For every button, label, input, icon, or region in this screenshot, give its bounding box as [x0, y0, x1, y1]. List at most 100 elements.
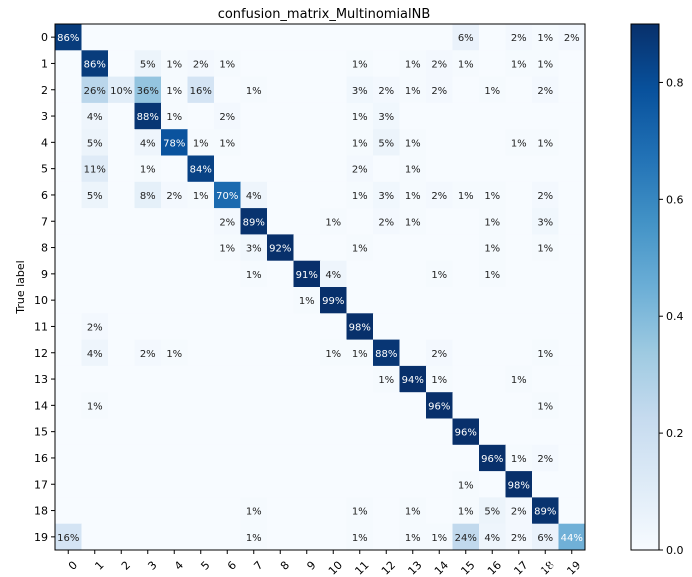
heatmap-cell [108, 208, 135, 235]
cell-value-label: 94% [402, 375, 424, 386]
x-axis-ticks: 0 1 2 3 4 5 6 7 8 9 10 11 12 13 14 15 16 17 18 19 [66, 550, 584, 577]
heatmap-cell [214, 181, 241, 209]
heatmap-cell [134, 76, 162, 104]
heatmap-cell [267, 287, 294, 314]
heatmap-cell [293, 260, 321, 288]
heatmap-cell [399, 76, 427, 104]
heatmap-cell [108, 155, 135, 183]
heatmap-cell [214, 208, 241, 235]
cell-value-label: 1% [219, 244, 235, 255]
heatmap-cell [558, 208, 586, 235]
heatmap-cell [426, 102, 453, 130]
heatmap-cell [426, 155, 453, 183]
cell-value-label: 3% [378, 191, 394, 202]
heatmap-cell [108, 234, 135, 262]
cell-value-label: 88% [375, 349, 397, 360]
heatmap-cell [267, 497, 294, 525]
heatmap-cell [532, 155, 559, 183]
chart-title: confusion_matrix_MultinomialNB [218, 7, 431, 22]
heatmap-cell [134, 287, 162, 314]
colorbar-tick-label: 0.6 [666, 193, 684, 206]
heatmap-cell [293, 234, 321, 262]
heatmap-cell [558, 260, 586, 288]
heatmap-cell [240, 24, 268, 51]
heatmap-cell [134, 418, 162, 446]
cell-value-label: 1% [431, 375, 447, 386]
heatmap-cell [373, 50, 400, 78]
heatmap-cell [399, 497, 427, 525]
heatmap-cell [81, 365, 109, 393]
heatmap-cell [399, 339, 427, 367]
heatmap-cell [320, 260, 347, 288]
cell-value-label: 2% [564, 33, 580, 44]
heatmap-cell [55, 313, 82, 341]
y-tick-label: 12 [34, 347, 48, 360]
heatmap-cell [505, 471, 533, 498]
heatmap-cell [267, 471, 294, 498]
heatmap-cell [161, 497, 188, 525]
heatmap-cell [558, 418, 586, 446]
cell-value-label: 1% [405, 191, 421, 202]
cell-value-label: 6% [537, 533, 553, 544]
cell-value-label: 16% [190, 86, 212, 97]
heatmap-cell [479, 392, 506, 419]
heatmap-cell [532, 102, 559, 130]
heatmap-cell [373, 181, 400, 209]
cell-value-label: 1% [140, 165, 156, 176]
cell-value-label: 92% [269, 244, 291, 255]
heatmap-cell [399, 155, 427, 183]
heatmap-cell [426, 444, 453, 472]
cell-value-label: 4% [140, 138, 156, 149]
heatmap-cell [81, 260, 109, 288]
y-tick-label: 19 [34, 531, 48, 544]
cell-value-label: 1% [405, 507, 421, 518]
cell-value-label: 2% [431, 59, 447, 70]
heatmap-cell [161, 24, 188, 51]
heatmap-cell [81, 234, 109, 262]
heatmap-cell [399, 234, 427, 262]
heatmap-cell [426, 471, 453, 498]
heatmap-cell [293, 129, 321, 156]
heatmap-cell [81, 523, 109, 551]
heatmap-cell [532, 444, 559, 472]
heatmap-cell [346, 444, 374, 472]
heatmap-cell [558, 497, 586, 525]
heatmap-cell [320, 76, 347, 104]
heatmap-cell [452, 444, 480, 472]
heatmap-cell [55, 50, 82, 78]
heatmap-cell [558, 181, 586, 209]
heatmap-cell [505, 444, 533, 472]
heatmap-cell [55, 129, 82, 156]
heatmap-cell [532, 523, 559, 551]
y-tick-label: 4 [41, 136, 48, 149]
y-tick-label: 2 [41, 84, 48, 97]
cell-value-label: 1% [405, 138, 421, 149]
cell-value-label: 11% [84, 165, 106, 176]
heatmap-cell [187, 313, 215, 341]
heatmap-cell [187, 24, 215, 51]
heatmap-cell [346, 76, 374, 104]
heatmap-cell [399, 260, 427, 288]
cell-value-label: 1% [431, 270, 447, 281]
heatmap-cell [55, 418, 82, 446]
heatmap-cell [505, 155, 533, 183]
cell-value-label: 1% [352, 244, 368, 255]
cell-value-label: 1% [87, 401, 103, 412]
cell-value-label: 1% [352, 533, 368, 544]
heatmap-cell [505, 181, 533, 209]
cell-value-label: 1% [246, 86, 262, 97]
heatmap-cell [55, 497, 82, 525]
heatmap-cell [399, 287, 427, 314]
cell-value-label: 70% [216, 191, 238, 202]
heatmap-cell [558, 155, 586, 183]
heatmap-cell [187, 392, 215, 419]
heatmap-cell [399, 50, 427, 78]
heatmap-cell [426, 339, 453, 367]
heatmap-cell [187, 181, 215, 209]
cell-value-label: 4% [87, 349, 103, 360]
cell-value-label: 2% [511, 533, 527, 544]
heatmap-cell [346, 313, 374, 341]
y-tick-label: 7 [41, 215, 48, 228]
x-tick-label: 12 [379, 559, 398, 577]
heatmap-cell [293, 50, 321, 78]
